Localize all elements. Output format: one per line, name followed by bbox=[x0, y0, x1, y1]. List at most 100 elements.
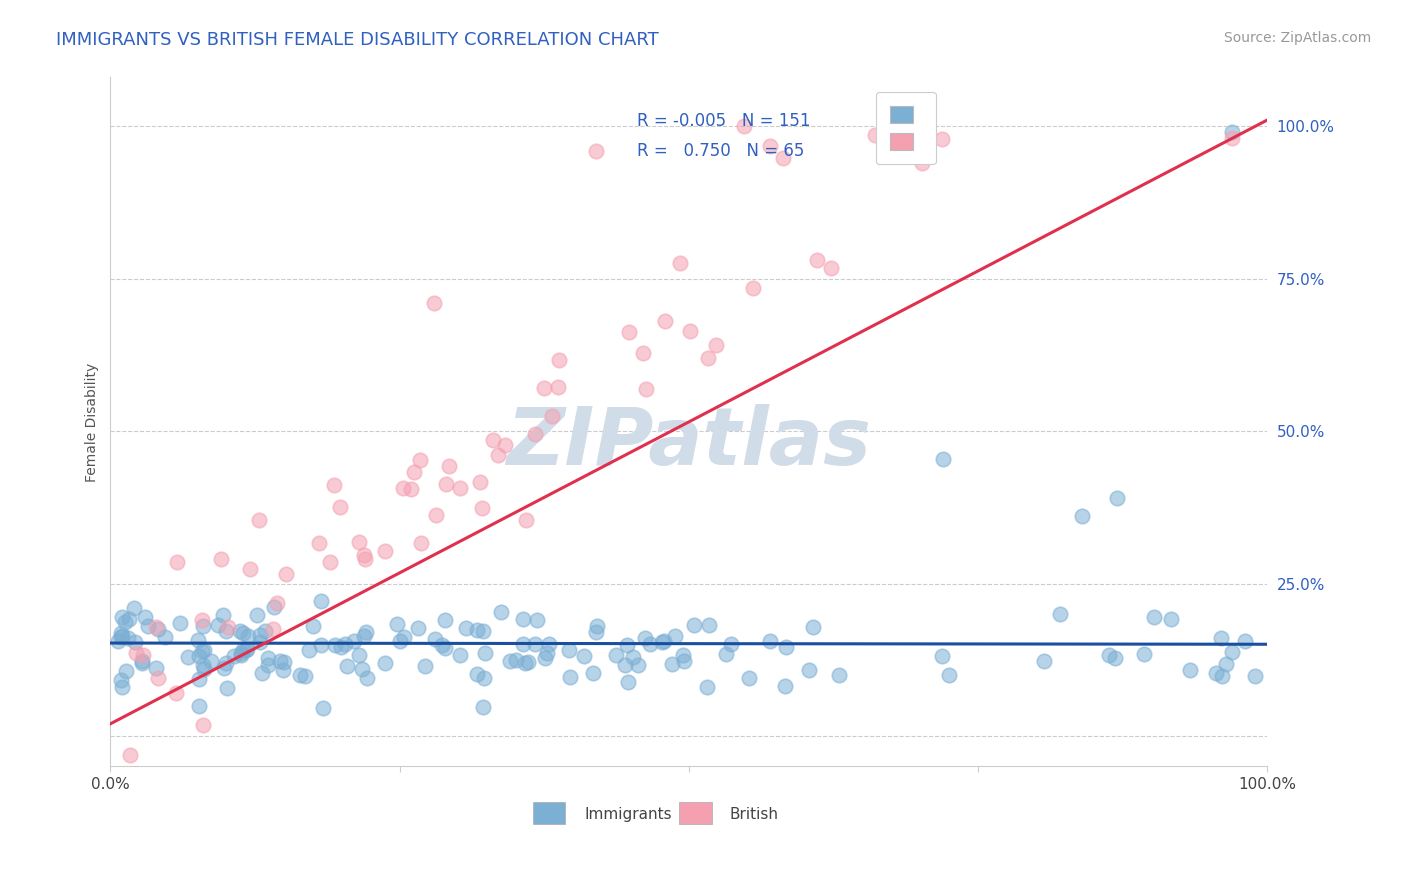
Point bbox=[1104, 651, 1126, 665]
Point bbox=[187, 633, 209, 648]
Point bbox=[797, 663, 820, 677]
Point bbox=[215, 656, 238, 670]
Point bbox=[494, 438, 516, 452]
Point bbox=[679, 324, 702, 338]
Point bbox=[672, 648, 695, 662]
Point bbox=[468, 475, 491, 489]
Point bbox=[335, 637, 357, 651]
Point bbox=[349, 535, 371, 549]
Point bbox=[1133, 648, 1156, 662]
Point bbox=[515, 513, 537, 527]
Point bbox=[450, 648, 472, 663]
Point bbox=[308, 535, 330, 549]
Point bbox=[253, 624, 276, 638]
Point bbox=[319, 555, 342, 569]
Point bbox=[298, 643, 321, 657]
Point bbox=[741, 281, 763, 295]
Point bbox=[1143, 610, 1166, 624]
Point bbox=[585, 625, 607, 640]
Point bbox=[409, 536, 432, 550]
Point bbox=[523, 426, 546, 441]
Point bbox=[886, 141, 908, 155]
Point bbox=[249, 628, 271, 642]
Point bbox=[1220, 125, 1243, 139]
Point bbox=[169, 616, 191, 631]
Point bbox=[110, 629, 132, 643]
Point bbox=[232, 626, 254, 640]
Point bbox=[354, 552, 377, 566]
Point bbox=[1215, 657, 1237, 671]
Point bbox=[472, 700, 495, 714]
Point bbox=[581, 665, 603, 680]
Point bbox=[231, 646, 253, 660]
Point bbox=[131, 656, 153, 670]
Point bbox=[118, 612, 141, 626]
Point bbox=[155, 630, 177, 644]
Point bbox=[775, 679, 797, 693]
Point bbox=[263, 599, 285, 614]
Point bbox=[654, 314, 676, 328]
Point bbox=[486, 448, 509, 462]
Text: Immigrants: Immigrants bbox=[585, 807, 672, 822]
Point bbox=[931, 132, 953, 146]
Point bbox=[145, 620, 167, 634]
Point bbox=[309, 594, 332, 608]
Point bbox=[257, 651, 280, 665]
Point bbox=[512, 612, 534, 626]
Point bbox=[122, 601, 145, 615]
Point bbox=[374, 544, 396, 558]
Point bbox=[188, 672, 211, 686]
Point bbox=[585, 144, 607, 158]
Point bbox=[110, 673, 132, 687]
Point bbox=[661, 657, 683, 672]
Point bbox=[806, 253, 828, 268]
Point bbox=[537, 637, 560, 651]
Point bbox=[547, 380, 569, 394]
Point bbox=[627, 658, 650, 673]
Point bbox=[638, 637, 661, 651]
Point bbox=[425, 508, 447, 523]
Point bbox=[191, 644, 214, 658]
Point bbox=[696, 680, 718, 694]
Point bbox=[465, 623, 488, 637]
Point bbox=[1160, 612, 1182, 626]
Point bbox=[738, 671, 761, 685]
Point bbox=[1098, 648, 1121, 662]
Point bbox=[434, 476, 457, 491]
Point bbox=[673, 654, 696, 668]
Point bbox=[402, 465, 425, 479]
Point bbox=[391, 481, 413, 495]
Point bbox=[188, 699, 211, 714]
Text: Source: ZipAtlas.com: Source: ZipAtlas.com bbox=[1223, 31, 1371, 45]
Point bbox=[146, 623, 169, 637]
Point bbox=[107, 633, 129, 648]
Point bbox=[115, 665, 138, 679]
Point bbox=[214, 660, 236, 674]
Point bbox=[720, 637, 742, 651]
Point bbox=[138, 777, 160, 791]
Point bbox=[1211, 668, 1233, 682]
Point bbox=[110, 630, 132, 644]
Point bbox=[193, 643, 215, 657]
Point bbox=[489, 605, 512, 619]
Point bbox=[801, 620, 824, 634]
Point bbox=[388, 633, 411, 648]
Text: British: British bbox=[730, 807, 778, 822]
Point bbox=[262, 622, 284, 636]
Point bbox=[343, 634, 366, 648]
Point bbox=[249, 635, 271, 649]
Point bbox=[236, 629, 259, 643]
Point bbox=[212, 607, 235, 622]
Point bbox=[425, 632, 447, 646]
Point bbox=[114, 615, 136, 630]
Point bbox=[165, 685, 187, 699]
Point bbox=[329, 640, 352, 655]
Point bbox=[499, 654, 522, 668]
Point bbox=[336, 658, 359, 673]
Point bbox=[209, 552, 232, 566]
FancyBboxPatch shape bbox=[679, 802, 711, 823]
Point bbox=[188, 648, 211, 663]
Point bbox=[374, 656, 396, 670]
Point bbox=[273, 655, 295, 669]
Text: ZIPatlas: ZIPatlas bbox=[506, 403, 872, 482]
